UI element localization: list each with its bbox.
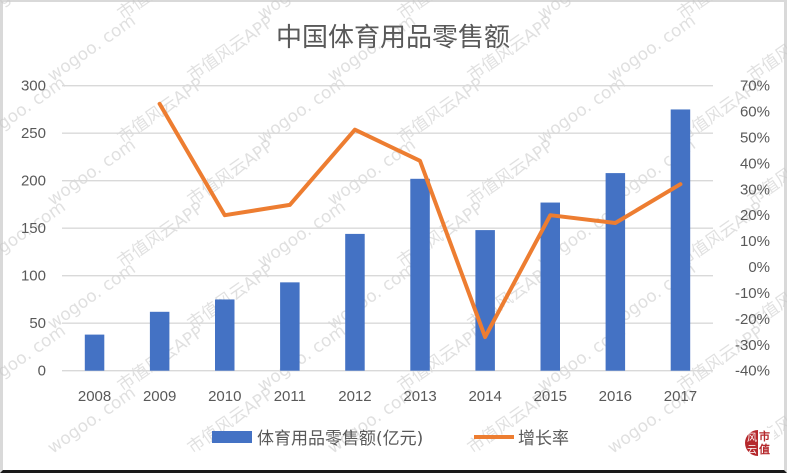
bar-2014 — [475, 230, 495, 371]
x-tick: 2009 — [143, 388, 176, 405]
x-tick: 2011 — [274, 388, 306, 405]
logo-char-4: 值 — [759, 442, 770, 456]
x-tick: 2008 — [78, 388, 111, 405]
bar-2013 — [410, 178, 430, 371]
chart-title: 中国体育用品零售额 — [276, 23, 510, 53]
x-tick: 2014 — [468, 388, 501, 405]
watermark-text: wogoo. com — [254, 321, 350, 396]
y-axis-left: 0 50 100 150 200 250 300 — [21, 78, 46, 380]
y-right-tick: 10% — [740, 233, 770, 250]
y-right-tick: -10% — [735, 285, 770, 302]
logo-char-2: 云 — [747, 445, 757, 456]
x-tick: 2016 — [599, 388, 632, 405]
legend: 体育用品零售额(亿元) 增长率 — [212, 429, 569, 449]
x-axis: 2008 2009 2010 2011 2012 2013 2014 2015 2016 2017 — [78, 388, 697, 405]
bar-2009 — [149, 311, 170, 371]
watermark-text: 市值风云APP — [744, 12, 787, 86]
watermark-text: wogoo. com — [254, 73, 350, 148]
logo-char-3: 市 — [759, 429, 770, 443]
y-left-tick: 200 — [21, 173, 46, 190]
brand-logo: 风 云 市 值 — [745, 428, 774, 458]
x-tick: 2013 — [403, 388, 436, 405]
y-left-tick: 300 — [21, 78, 46, 95]
y-left-tick: 0 — [38, 363, 46, 380]
logo-mask — [758, 428, 774, 458]
y-right-tick: -30% — [735, 337, 770, 354]
watermark-text: wogoo. com — [534, 73, 630, 148]
y-right-tick: 20% — [740, 207, 770, 224]
y-left-tick: 50 — [29, 315, 46, 332]
bar-2011 — [280, 282, 300, 371]
x-tick: 2015 — [534, 388, 567, 405]
y-right-tick: 0% — [748, 259, 770, 276]
x-tick: 2012 — [338, 388, 371, 405]
y-left-tick: 150 — [21, 220, 46, 237]
y-right-tick: 30% — [740, 181, 770, 198]
watermark-text: wogoo. com — [0, 0, 70, 24]
x-tick: 2017 — [664, 388, 697, 405]
watermark-text: 市值风云APP — [744, 136, 787, 210]
y-right-tick: 70% — [740, 78, 770, 95]
legend-bar-label: 体育用品零售额(亿元) — [257, 429, 423, 449]
watermark-text: 市值风云APP — [464, 136, 558, 210]
y-axis-right: -40% -30% -20% -10% 0% 10% 20% 30% 40% 50% 60% 70% — [735, 78, 770, 380]
y-right-tick: 60% — [740, 104, 770, 121]
legend-line-label: 增长率 — [518, 429, 569, 449]
legend-bar-swatch — [212, 431, 252, 443]
y-right-tick: -20% — [735, 311, 770, 328]
line-series — [157, 101, 683, 339]
bar-2015 — [540, 202, 560, 371]
y-left-tick: 100 — [21, 268, 46, 285]
x-tick: 2010 — [208, 388, 241, 405]
bar-2008 — [84, 334, 105, 371]
bar-2012 — [345, 233, 365, 371]
logo-char-1: 风 — [747, 432, 757, 444]
bar-2017 — [670, 109, 691, 371]
y-right-tick: 50% — [740, 130, 770, 147]
growth-rate-line — [157, 101, 683, 339]
gridlines — [62, 85, 713, 372]
y-right-tick: 40% — [740, 155, 770, 172]
y-left-tick: 250 — [21, 125, 46, 142]
watermark-text: 市值风云APP — [184, 12, 278, 86]
y-right-tick: -40% — [735, 363, 770, 380]
bar-2010 — [215, 299, 235, 371]
bar-2016 — [605, 173, 626, 371]
